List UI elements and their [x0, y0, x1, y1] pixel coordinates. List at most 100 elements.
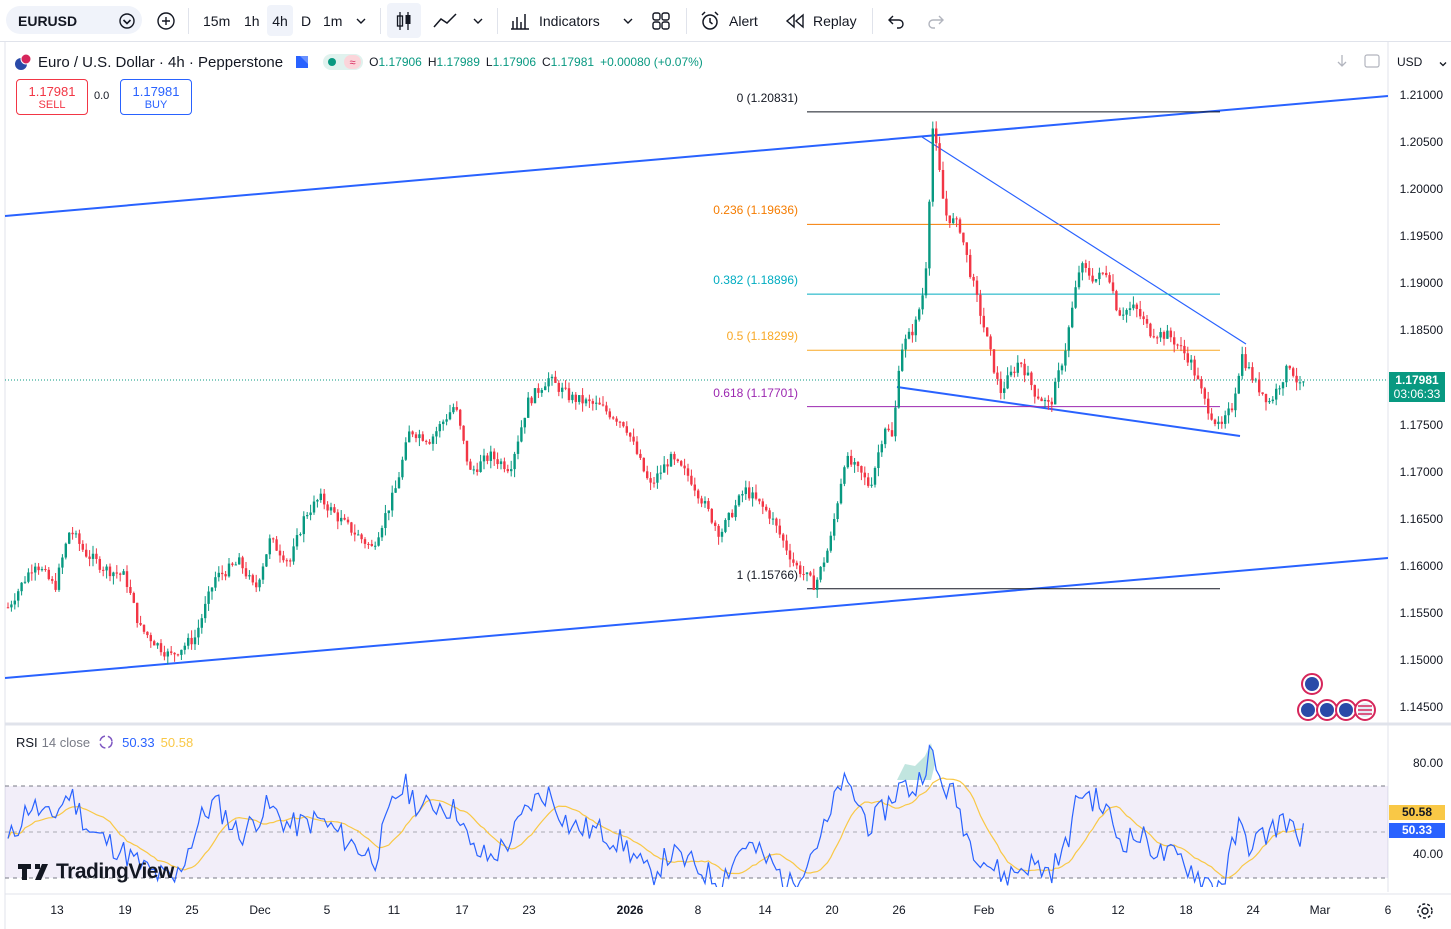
candle-body: [486, 455, 489, 461]
close-value: 1.17981: [550, 55, 595, 69]
candle-body: [952, 218, 955, 224]
candle-body: [1166, 330, 1169, 339]
currency-dropdown-icon[interactable]: [1438, 56, 1448, 74]
chart-type-dropdown-icon[interactable]: [471, 0, 485, 41]
candle-body: [159, 643, 163, 653]
candle-body: [717, 525, 720, 537]
candle-body: [799, 565, 802, 574]
candle-body: [251, 575, 254, 583]
price-tick: 1.16500: [1399, 511, 1443, 526]
candle-body: [455, 407, 458, 410]
candle-body: [703, 501, 707, 504]
layout-grid-icon[interactable]: [650, 0, 672, 41]
chart-settings-gear-icon[interactable]: [1416, 902, 1434, 925]
current-price-badge: 1.17981 03:06:33: [1389, 372, 1445, 402]
symbol-description[interactable]: Euro / U.S. Dollar · 4h · Pepperstone: [38, 53, 284, 71]
price-chart[interactable]: [0, 42, 1451, 929]
candle-body: [1071, 307, 1074, 328]
candle-body: [1217, 421, 1220, 424]
fibonacci-retracement[interactable]: [807, 111, 1220, 590]
candle-body: [506, 469, 509, 472]
candle-body: [965, 242, 968, 255]
candle-body: [333, 507, 336, 513]
main-pane: [5, 95, 1388, 721]
candle-body: [833, 519, 836, 536]
candle-body: [265, 554, 268, 567]
candle-body: [1213, 419, 1217, 424]
candle-body: [999, 378, 1002, 393]
candle-body: [27, 572, 30, 582]
candle-body: [795, 562, 798, 566]
sell-button[interactable]: 1.17981 SELL: [16, 79, 88, 115]
intervals-dropdown-icon[interactable]: [354, 0, 368, 41]
rsi-params: 14 close: [41, 734, 91, 750]
redo-icon[interactable]: [926, 0, 946, 41]
channel-lower-line[interactable]: [5, 557, 1388, 679]
triangle-lower-line[interactable]: [896, 386, 1241, 437]
rsi-pane: [5, 743, 1388, 887]
triangle-upper-line[interactable]: [921, 136, 1247, 345]
candle-body: [340, 517, 343, 522]
price-tick: 1.21000: [1399, 88, 1443, 102]
candle-body: [819, 566, 822, 580]
market-status-icon[interactable]: ≈: [323, 53, 364, 71]
channel-upper-line[interactable]: [5, 95, 1388, 217]
rsi-value: 50.33: [122, 734, 155, 750]
candle-body: [516, 441, 520, 454]
candle-body: [132, 593, 135, 603]
candle-body: [792, 559, 795, 563]
interval-1h[interactable]: 1h: [244, 12, 260, 29]
candle-body: [1281, 382, 1285, 389]
line-chart-type-icon[interactable]: [432, 0, 458, 41]
compare-symbol-icon[interactable]: [156, 0, 176, 41]
candle-body: [860, 466, 863, 473]
candle-body: [782, 534, 785, 541]
scroll-down-icon[interactable]: [1336, 54, 1348, 73]
tradingview-logo[interactable]: TradingView: [18, 860, 174, 884]
candle-body: [761, 501, 764, 507]
candle-body: [979, 294, 982, 316]
candle-body: [13, 600, 16, 605]
candle-body: [401, 459, 404, 478]
candle-body: [190, 637, 193, 645]
interval-day[interactable]: D: [301, 12, 312, 29]
rsi-settings-icon[interactable]: [98, 734, 114, 750]
rsi-name[interactable]: RSI: [16, 734, 38, 750]
candle-body: [129, 586, 132, 594]
candle-body: [1261, 392, 1264, 394]
interval-1month[interactable]: 1m: [323, 12, 343, 29]
indicators-dropdown-icon[interactable]: [621, 0, 635, 41]
candle-body: [513, 453, 516, 470]
candle-body: [829, 535, 832, 551]
candle-body: [204, 603, 207, 619]
candle-body: [785, 540, 788, 551]
candles-chart-type-icon[interactable]: [387, 3, 421, 38]
candle-body: [697, 490, 700, 499]
replay-button[interactable]: Replay: [785, 0, 857, 41]
buy-button[interactable]: 1.17981 BUY: [120, 79, 192, 115]
economic-events[interactable]: [1297, 673, 1376, 721]
currency-selector[interactable]: USD: [1397, 55, 1423, 69]
candle-body: [812, 575, 815, 590]
candle-body: [380, 528, 384, 538]
fullscreen-icon[interactable]: [1364, 54, 1380, 73]
candle-body: [170, 651, 173, 653]
interval-15m[interactable]: 15m: [203, 12, 231, 29]
interval-4h-active[interactable]: 4h: [267, 5, 293, 36]
candle-body: [907, 331, 911, 339]
candle-body: [1108, 275, 1111, 283]
fib-level-label: 1 (1.15766): [736, 567, 798, 582]
indicators-button[interactable]: Indicators: [509, 0, 600, 41]
undo-icon[interactable]: [886, 0, 906, 41]
flag-icon[interactable]: [295, 55, 309, 69]
price-tick: 1.14500: [1399, 700, 1443, 714]
candle-body: [1064, 350, 1067, 366]
candle-body: [1230, 408, 1234, 411]
symbol-name[interactable]: EURUSD: [18, 12, 78, 29]
fib-level-label: 0.382 (1.18896): [713, 273, 798, 288]
symbol-options-icon[interactable]: [117, 0, 137, 41]
candle-body: [788, 550, 792, 560]
time-tick: 11: [387, 903, 401, 917]
candle-body: [1139, 308, 1142, 317]
alert-button[interactable]: Alert: [699, 0, 758, 41]
